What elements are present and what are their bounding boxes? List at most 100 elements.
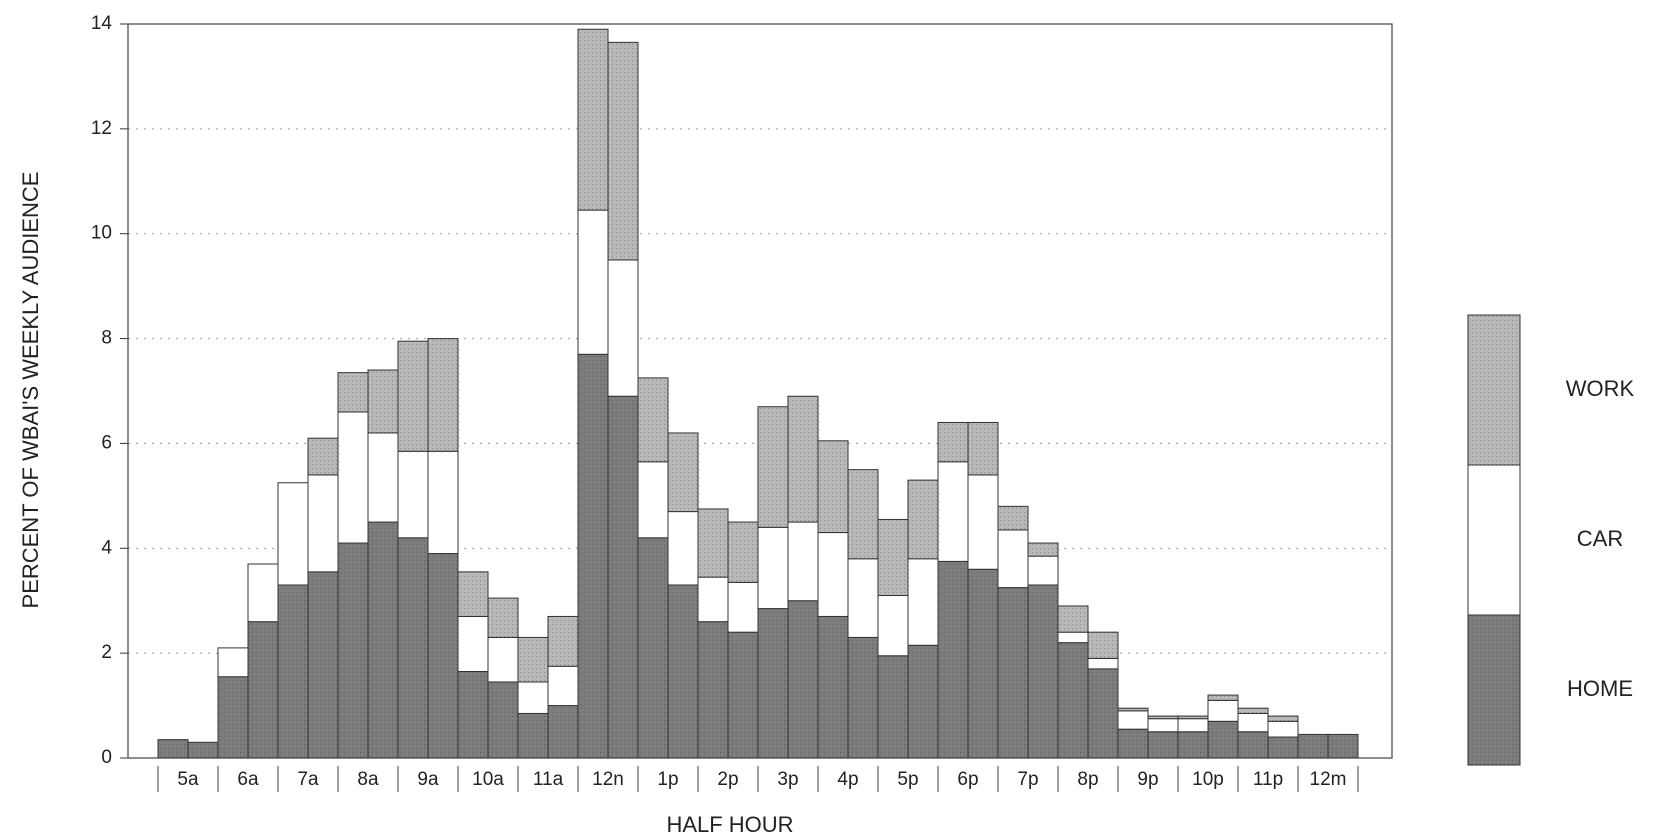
bar-texture <box>1148 731 1178 758</box>
bar-segment <box>217 647 249 678</box>
x-tick-label: 5p <box>897 769 918 790</box>
bar-texture <box>1058 642 1088 758</box>
bar-texture <box>1268 716 1298 722</box>
bar-texture <box>908 645 938 758</box>
bar-texture <box>428 553 458 758</box>
bar-texture <box>698 621 728 758</box>
bar-texture <box>1238 708 1268 714</box>
bar-segment <box>427 450 459 555</box>
bar-texture <box>1238 731 1268 758</box>
bar-texture <box>338 372 368 412</box>
bar-texture <box>428 338 458 452</box>
bar-segment <box>847 558 879 638</box>
x-tick-label: 3p <box>777 769 798 790</box>
bar-texture <box>878 655 908 758</box>
bar-texture <box>398 537 428 758</box>
bar-segment <box>397 450 429 539</box>
bar-texture <box>578 29 608 211</box>
bar-texture <box>188 742 218 758</box>
bar-texture <box>518 713 548 758</box>
bar-texture <box>608 42 638 260</box>
bar-segment <box>937 461 969 562</box>
bar-texture <box>968 569 998 758</box>
bar-texture <box>1208 721 1238 758</box>
bar-texture <box>638 377 668 462</box>
bar-texture <box>518 637 548 682</box>
y-axis-label: PERCENT OF WBAI'S WEEKLY AUDIENCE <box>18 172 43 609</box>
bar-texture <box>218 676 248 758</box>
x-tick-label: 2p <box>717 769 738 790</box>
x-tick-label: 12n <box>592 769 624 790</box>
bar-segment <box>1147 718 1179 733</box>
x-tick-label: 11a <box>533 769 564 790</box>
bar-texture <box>848 469 878 559</box>
legend-label: HOME <box>1567 676 1633 701</box>
bar-texture <box>308 571 338 758</box>
bar-texture <box>698 508 728 578</box>
bar-texture <box>1208 695 1238 701</box>
bar-segment <box>667 511 699 586</box>
x-tick-label: 9a <box>417 769 439 790</box>
bar-texture <box>1028 584 1058 758</box>
bar-segment <box>877 594 909 657</box>
bar-segment <box>607 259 639 397</box>
legend-label: CAR <box>1577 526 1623 551</box>
bar-segment <box>1027 555 1059 586</box>
bar-texture <box>1298 734 1328 758</box>
legend-texture <box>1468 315 1520 465</box>
bar-texture <box>908 480 938 559</box>
x-tick-label: 9p <box>1137 769 1158 790</box>
x-tick-label: 7a <box>297 769 319 790</box>
bar-texture <box>1088 632 1118 659</box>
bar-segment <box>1177 718 1209 733</box>
bar-texture <box>158 739 188 758</box>
bar-texture <box>788 600 818 758</box>
bar-texture <box>548 616 578 667</box>
x-tick-label: 1p <box>657 769 678 790</box>
bar-texture <box>338 543 368 758</box>
bar-texture <box>398 341 428 452</box>
x-tick-label: 10a <box>472 769 504 790</box>
bar-texture <box>368 522 398 758</box>
bar-texture <box>1058 605 1088 633</box>
bar-texture <box>788 396 818 523</box>
bar-segment <box>457 615 489 672</box>
bar-segment <box>247 563 279 623</box>
bar-texture <box>818 616 848 758</box>
bar-texture <box>608 396 638 758</box>
bar-segment <box>1207 699 1239 722</box>
bar-segment <box>577 209 609 355</box>
y-tick-label: 8 <box>101 328 112 349</box>
bar-segment <box>787 521 819 602</box>
y-tick-label: 6 <box>101 432 112 453</box>
bar-texture <box>638 537 668 758</box>
y-tick-label: 14 <box>91 13 113 34</box>
x-tick-label: 10p <box>1192 769 1224 790</box>
bar-texture <box>458 571 488 617</box>
bar-texture <box>938 561 968 758</box>
bar-texture <box>1148 716 1178 719</box>
x-tick-label: 8a <box>357 769 379 790</box>
x-tick-label: 11p <box>1253 769 1283 790</box>
bar-segment <box>967 474 999 570</box>
bar-texture <box>968 422 998 475</box>
x-tick-label: 6a <box>237 769 259 790</box>
bar-texture <box>848 637 878 758</box>
bar-segment <box>1087 657 1119 670</box>
bar-segment <box>1237 712 1269 733</box>
bar-texture <box>998 587 1028 758</box>
bar-texture <box>488 598 518 638</box>
bar-texture <box>1328 734 1358 758</box>
x-tick-label: 6p <box>957 769 978 790</box>
bar-segment <box>487 636 519 683</box>
bar-texture <box>758 406 788 528</box>
x-tick-label: 5a <box>177 769 199 790</box>
bar-texture <box>458 671 488 758</box>
bar-texture <box>998 506 1028 530</box>
bar-segment <box>1057 631 1089 644</box>
bar-texture <box>548 705 578 758</box>
bar-texture <box>1268 737 1298 758</box>
bar-texture <box>668 584 698 758</box>
bar-texture <box>488 681 518 758</box>
bar-texture <box>728 632 758 758</box>
